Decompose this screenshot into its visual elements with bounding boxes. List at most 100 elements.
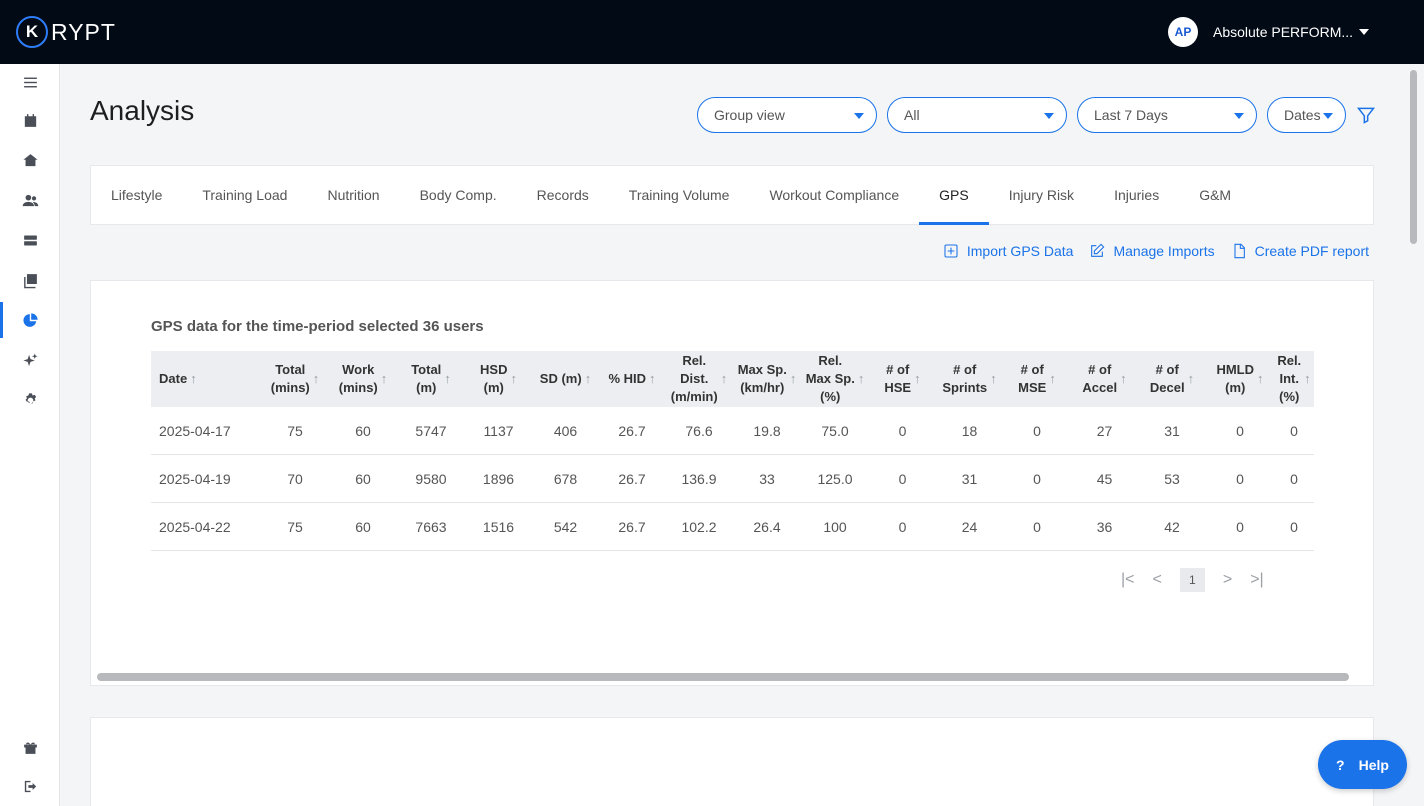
sort-arrow-icon[interactable]: ↑	[1187, 370, 1195, 386]
sort-arrow-icon[interactable]: ↑	[990, 370, 997, 386]
column-header[interactable]: # of MSE ↑	[1003, 351, 1071, 407]
tab-workout-compliance[interactable]: Workout Compliance	[769, 187, 900, 203]
tab-nutrition[interactable]: Nutrition	[327, 187, 380, 203]
table-cell: 31	[961, 470, 978, 487]
sort-arrow-icon[interactable]: ↑	[1257, 370, 1264, 386]
period-select[interactable]: Last 7 Days	[1077, 97, 1257, 133]
sidebar-item-gallery[interactable]	[0, 260, 60, 300]
sidebar-item-calendar[interactable]	[0, 100, 60, 140]
table-cell: 53	[1164, 470, 1180, 487]
filter-icon[interactable]	[1356, 105, 1376, 125]
sort-arrow-icon[interactable]: ↑	[380, 370, 388, 386]
column-header[interactable]: # of Decel ↑	[1138, 351, 1206, 407]
sidebar-item-logout[interactable]	[0, 766, 60, 806]
sort-arrow-icon[interactable]: ↑	[584, 370, 592, 386]
help-label: Help	[1358, 756, 1389, 773]
sort-arrow-icon[interactable]: ↑	[1120, 370, 1127, 386]
column-header[interactable]: Total (mins) ↑	[261, 351, 329, 407]
tab-gps[interactable]: GPS	[919, 166, 989, 225]
table-cell: 0	[1290, 518, 1298, 535]
sidebar-item-menu[interactable]	[0, 62, 60, 102]
sort-arrow-icon[interactable]: ↑	[190, 370, 197, 386]
sidebar-item-gift[interactable]	[0, 727, 60, 767]
horizontal-scrollbar[interactable]	[97, 673, 1349, 681]
group-select[interactable]: All	[887, 97, 1067, 133]
table-cell: 24	[961, 518, 978, 535]
table-cell: 0	[1033, 518, 1041, 535]
sort-arrow-icon[interactable]: ↑	[789, 370, 797, 386]
table-cell: 0	[898, 518, 907, 535]
sort-arrow-icon[interactable]: ↑	[857, 370, 865, 386]
table-cell: 75.0	[821, 422, 849, 439]
column-header[interactable]: # of Accel ↑	[1071, 351, 1138, 407]
column-header[interactable]: Rel. Dist. (m/min) ↑	[665, 351, 733, 407]
tab-training-load[interactable]: Training Load	[202, 187, 288, 203]
tab-injury-risk[interactable]: Injury Risk	[1008, 187, 1075, 203]
table-cell: 2025-04-19	[159, 470, 231, 487]
sidebar-item-analysis[interactable]	[0, 300, 60, 340]
table-cell: 7663	[415, 518, 447, 535]
dates-select[interactable]: Dates	[1267, 97, 1346, 133]
column-header[interactable]: # of HSE ↑	[869, 351, 936, 407]
sort-arrow-icon[interactable]: ↑	[649, 370, 656, 386]
table-cell: 1896	[482, 470, 515, 487]
org-switcher[interactable]: AP Absolute PERFORM...	[1168, 17, 1370, 47]
column-header[interactable]: Total (m) ↑	[397, 351, 465, 407]
column-header[interactable]: Rel. Max Sp. (%) ↑	[801, 351, 869, 407]
table-cell: 0	[1033, 470, 1041, 487]
sort-arrow-icon[interactable]: ↑	[720, 370, 728, 386]
prev-page-button[interactable]: <	[1152, 571, 1162, 588]
column-header[interactable]: Max Sp. (km/hr) ↑	[733, 351, 801, 407]
tab-injuries[interactable]: Injuries	[1114, 187, 1160, 203]
table-cell: 2025-04-22	[159, 518, 231, 535]
chevron-down-icon	[1234, 113, 1244, 119]
table-cell: 542	[553, 518, 578, 535]
gallery-icon	[23, 273, 37, 288]
gps-data-card: GPS data for the time-period selected 36…	[90, 280, 1374, 686]
gps-actions: Import GPS Data Manage Imports Create PD…	[943, 243, 1369, 259]
sidebar-item-ai[interactable]	[0, 340, 60, 380]
sidebar-item-settings[interactable]	[0, 380, 60, 420]
help-button[interactable]: ? Help	[1318, 740, 1407, 789]
sort-arrow-icon[interactable]: ↑	[1304, 370, 1311, 386]
column-header[interactable]: Date ↑	[151, 351, 261, 407]
column-header[interactable]: HMLD (m) ↑	[1206, 351, 1274, 407]
tab-body-comp[interactable]: Body Comp.	[419, 187, 497, 203]
next-page-button[interactable]: >	[1222, 571, 1233, 588]
table-cell: 26.7	[618, 470, 646, 487]
view-select[interactable]: Group view	[697, 97, 877, 133]
table-cell: 60	[355, 518, 371, 535]
tab-records[interactable]: Records	[536, 187, 589, 203]
table-row: 2025-04-22 75 60 7663 1516 542 26.7 102.2 26.4 10…	[151, 503, 1314, 551]
chevron-down-icon	[1044, 113, 1054, 119]
page-number[interactable]: 1	[1179, 568, 1205, 592]
tab-lifestyle[interactable]: Lifestyle	[111, 187, 163, 203]
import-gps-button[interactable]: Import GPS Data	[943, 243, 1073, 259]
app-logo[interactable]: K RYPT	[16, 16, 116, 48]
tab-training-volume[interactable]: Training Volume	[628, 187, 730, 203]
tab-gm[interactable]: G&M	[1199, 187, 1232, 203]
column-header[interactable]: HSD (m) ↑	[465, 351, 532, 407]
sidebar-item-storage[interactable]	[0, 220, 60, 260]
table-cell: 26.7	[618, 518, 646, 535]
manage-imports-button[interactable]: Manage Imports	[1089, 243, 1215, 259]
sort-arrow-icon[interactable]: ↑	[914, 370, 921, 386]
table-cell: 76.6	[685, 422, 713, 439]
sidebar-item-users[interactable]	[0, 180, 60, 220]
create-pdf-button[interactable]: Create PDF report	[1231, 243, 1369, 259]
column-header[interactable]: # of Sprints ↑	[936, 351, 1003, 407]
sort-arrow-icon[interactable]: ↑	[1049, 370, 1056, 386]
vertical-scrollbar[interactable]	[1410, 70, 1417, 244]
table-cell: 102.2	[681, 518, 717, 535]
sort-arrow-icon[interactable]: ↑	[312, 370, 320, 386]
column-header[interactable]: % HID ↑	[599, 351, 665, 407]
home-icon	[22, 153, 38, 166]
column-header[interactable]: SD (m) ↑	[532, 351, 599, 407]
sidebar-item-home[interactable]	[0, 140, 60, 180]
last-page-button[interactable]: >|	[1250, 571, 1264, 588]
first-page-button[interactable]: |<	[1121, 571, 1135, 588]
sort-arrow-icon[interactable]: ↑	[510, 370, 517, 386]
column-header[interactable]: Rel. Int. (%) ↑	[1274, 351, 1314, 407]
column-header[interactable]: Work (mins) ↑	[329, 351, 397, 407]
sort-arrow-icon[interactable]: ↑	[444, 370, 451, 386]
